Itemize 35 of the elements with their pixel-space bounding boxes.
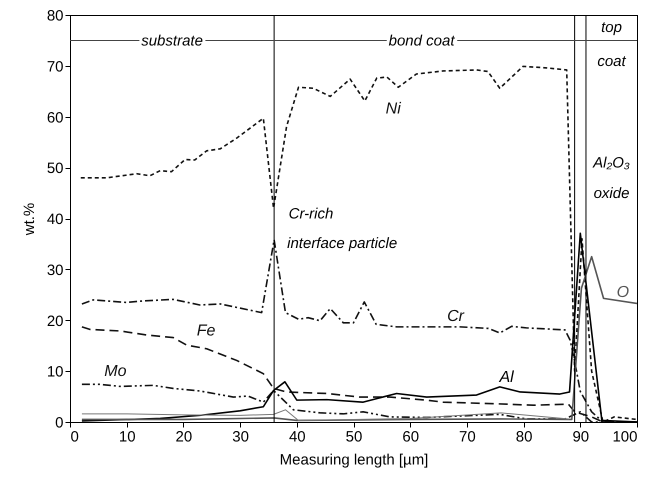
series-label: Fe <box>196 322 216 340</box>
x-tick-label: 20 <box>176 428 192 446</box>
annotation: coat <box>597 52 626 70</box>
x-tick-label: 60 <box>402 428 420 446</box>
series-label: Al <box>498 369 514 386</box>
y-tick-label: 30 <box>46 262 64 279</box>
line-series <box>81 409 570 421</box>
x-tick-label: 0 <box>70 428 79 446</box>
y-axis-title: wt.% <box>20 202 38 236</box>
series-label: O <box>616 284 630 301</box>
annotation: interface particle <box>287 234 398 252</box>
y-tick-label: 60 <box>46 109 64 126</box>
x-tick-label: 10 <box>118 428 136 446</box>
x-tick-label: 70 <box>459 428 476 446</box>
x-tick-label: 100 <box>612 428 638 446</box>
annotation: top <box>601 19 622 36</box>
x-axis-title: Measuring length [µm] <box>280 452 428 468</box>
y-tick-label: 40 <box>46 211 64 228</box>
annotation: Cr-rich <box>288 205 334 222</box>
y-tick-label: 70 <box>46 58 64 76</box>
x-tick-label: 80 <box>516 428 532 446</box>
y-tick-label: 50 <box>46 160 64 178</box>
series-label: Mo <box>104 363 127 380</box>
x-tick-label: 90 <box>572 428 590 446</box>
x-tick-label: 50 <box>346 428 362 446</box>
annotation: oxide <box>594 185 630 202</box>
y-tick-label: 20 <box>46 312 64 330</box>
y-tick-label: 0 <box>55 414 64 432</box>
series-label: Cr <box>447 308 465 326</box>
y-tick-label: 10 <box>46 364 64 381</box>
annotation: Al₂O₃ <box>592 154 630 172</box>
y-tick-label: 80 <box>46 8 64 24</box>
x-tick-label: 30 <box>232 428 249 446</box>
x-tick-label: 40 <box>288 428 306 446</box>
series-label: Ni <box>386 100 402 118</box>
